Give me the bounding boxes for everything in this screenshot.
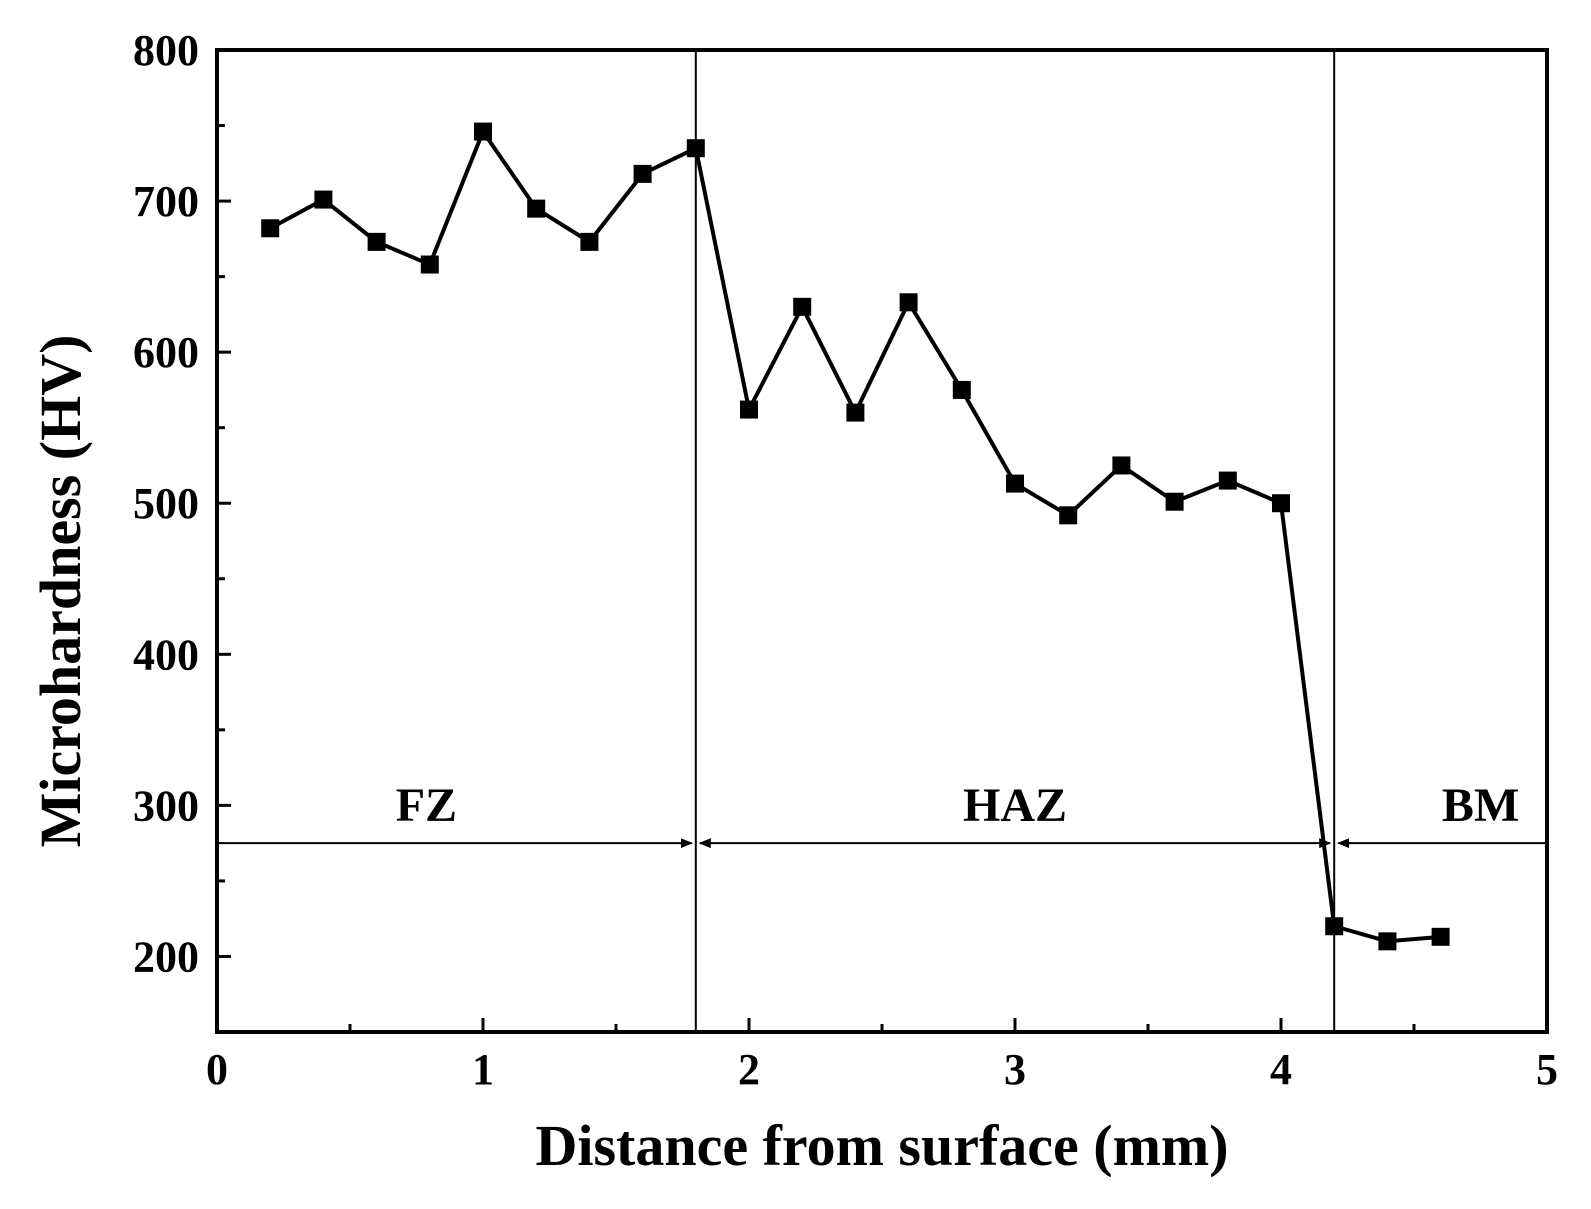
y-axis-title: Microhardness (HV): [28, 335, 93, 848]
x-tick-label: 3: [1004, 1045, 1026, 1094]
x-tick-label: 2: [738, 1045, 760, 1094]
data-point: [1325, 917, 1344, 936]
x-tick-label: 5: [1536, 1045, 1558, 1094]
data-point: [899, 293, 918, 312]
data-point: [793, 297, 812, 316]
x-tick-label: 4: [1270, 1045, 1292, 1094]
plot-frame: [215, 48, 1549, 1034]
data-point: [1059, 506, 1078, 525]
data-point: [527, 199, 546, 218]
x-tick-label: 0: [206, 1045, 228, 1094]
region-layer: FZ HAZ BM: [217, 50, 1547, 1032]
y-tick-label: 800: [133, 26, 199, 75]
y-tick-label: 300: [133, 781, 199, 830]
data-point: [633, 164, 652, 183]
data-point: [367, 232, 386, 251]
x-axis-title: Distance from surface (mm): [535, 1113, 1228, 1178]
y-tick-label: 400: [133, 630, 199, 679]
region-label-haz: HAZ: [963, 779, 1067, 832]
series-layer: [261, 122, 1450, 951]
data-point: [580, 232, 599, 251]
data-point: [952, 380, 971, 399]
y-tick-label: 600: [133, 328, 199, 377]
region-label-fz: FZ: [396, 779, 457, 832]
data-point: [420, 255, 439, 274]
y-tick-label: 700: [133, 177, 199, 226]
y-tick-label: 500: [133, 479, 199, 528]
data-point: [1165, 492, 1184, 511]
data-point: [1218, 471, 1237, 490]
axes-layer: 0 1 2 3 4 5 200 300 400 500 600 700 800: [133, 26, 1558, 1094]
y-tick-label: 200: [133, 932, 199, 981]
data-point: [846, 403, 865, 422]
data-point: [740, 400, 758, 419]
data-point: [1112, 456, 1131, 475]
data-point: [314, 190, 333, 209]
data-point: [261, 219, 280, 238]
data-point: [1431, 927, 1450, 946]
data-point: [1006, 474, 1024, 493]
x-tick-label: 1: [472, 1045, 494, 1094]
data-point: [1378, 932, 1397, 951]
region-label-bm: BM: [1442, 779, 1519, 832]
data-point: [474, 122, 492, 141]
data-point: [686, 139, 705, 158]
data-point: [1272, 494, 1290, 513]
